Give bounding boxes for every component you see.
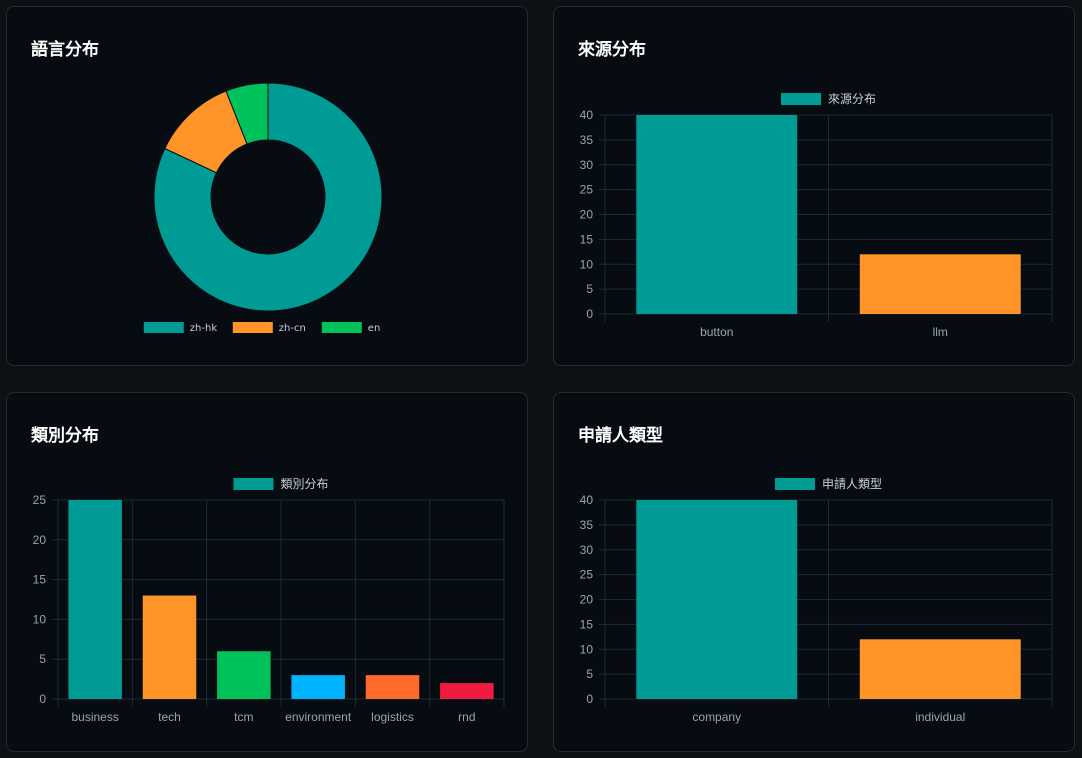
y-tick-label: 15	[33, 573, 47, 587]
x-tick-label: rnd	[458, 710, 475, 724]
category-bar-chart: 0 5 10 15 20 25 business tech tcm environment logi…	[33, 477, 505, 724]
y-tick-label: 10	[580, 642, 594, 656]
y-tick-label: 25	[580, 568, 594, 582]
legend-swatch	[775, 478, 815, 490]
applicant-bar-chart: 0 5 10 15 20 25 30 35 40 company individual 申請人類型	[580, 477, 1053, 724]
card-title: 語言分布	[31, 40, 99, 60]
language-donut-chart: zh-hk zh-cn en	[143, 82, 383, 334]
x-tick-label: individual	[915, 710, 965, 724]
bar-llm	[859, 254, 1021, 314]
x-tick-label: business	[71, 710, 118, 724]
y-tick-label: 40	[580, 108, 594, 122]
legend-label: 類別分布	[281, 477, 329, 491]
legend-swatch-en	[321, 322, 362, 333]
y-tick-label: 0	[586, 307, 593, 321]
bar-business	[68, 500, 122, 699]
y-tick-label: 30	[580, 158, 594, 172]
x-tick-label: tcm	[234, 710, 253, 724]
y-tick-label: 25	[33, 493, 47, 507]
x-tick-label: logistics	[371, 710, 414, 724]
x-tick-label: environment	[285, 710, 352, 724]
legend-label-zh-hk: zh-hk	[190, 323, 218, 334]
x-tick-label: tech	[158, 710, 181, 724]
legend-swatch	[781, 93, 821, 105]
x-tick-label: company	[692, 710, 741, 724]
y-tick-label: 0	[586, 692, 593, 706]
y-tick-label: 10	[33, 612, 47, 626]
bar-tcm	[217, 651, 271, 699]
donut-slice-en	[225, 82, 269, 145]
legend-label-zh-cn: zh-cn	[279, 323, 306, 334]
y-tick-label: 40	[580, 493, 594, 507]
bar-button	[636, 115, 798, 314]
bar-company	[636, 500, 798, 699]
y-tick-label: 25	[580, 183, 594, 197]
legend-swatch	[233, 478, 274, 490]
card-title: 申請人類型	[578, 426, 663, 446]
legend-swatch-zh-hk	[143, 322, 184, 333]
y-tick-label: 20	[33, 533, 47, 547]
x-tick-label: button	[700, 325, 733, 339]
y-tick-label: 20	[580, 593, 594, 607]
y-tick-label: 35	[580, 518, 594, 532]
language-chart-card: 語言分布 zh-hk zh-cn en	[6, 6, 528, 366]
y-tick-label: 5	[586, 667, 593, 681]
legend-label-en: en	[368, 323, 381, 334]
y-tick-label: 10	[580, 257, 594, 271]
legend-label: 申請人類型	[822, 477, 882, 491]
donut-slice-zh-hk	[153, 82, 383, 312]
bar-environment	[291, 675, 345, 699]
y-tick-label: 35	[580, 133, 594, 147]
card-title: 類別分布	[31, 426, 99, 446]
x-tick-label: llm	[933, 325, 948, 339]
source-bar-chart: 0 5 10 15 20 25 30 35 40 button llm 來源分布	[580, 92, 1053, 339]
source-chart-card: 來源分布 0 5 10 15 20 25 30 35 40 button llm 來源分布	[553, 6, 1075, 366]
legend-label: 來源分布	[828, 92, 876, 106]
y-tick-label: 20	[580, 208, 594, 222]
legend-swatch-zh-cn	[232, 322, 273, 333]
y-tick-label: 15	[580, 232, 594, 246]
y-tick-label: 15	[580, 617, 594, 631]
bar-tech	[142, 595, 197, 699]
bar-individual	[859, 639, 1021, 699]
category-chart-card: 類別分布 0 5 10 15 20 25 business tech tcm environmen…	[6, 392, 528, 752]
bar-rnd	[440, 683, 494, 699]
bar-logistics	[365, 675, 420, 699]
card-title: 來源分布	[578, 40, 646, 60]
y-tick-label: 5	[39, 652, 46, 666]
y-tick-label: 0	[39, 692, 46, 706]
y-tick-label: 30	[580, 543, 594, 557]
y-tick-label: 5	[586, 282, 593, 296]
applicant-chart-card: 申請人類型 0 5 10 15 20 25 30 35 40 company individual 申…	[553, 392, 1075, 752]
